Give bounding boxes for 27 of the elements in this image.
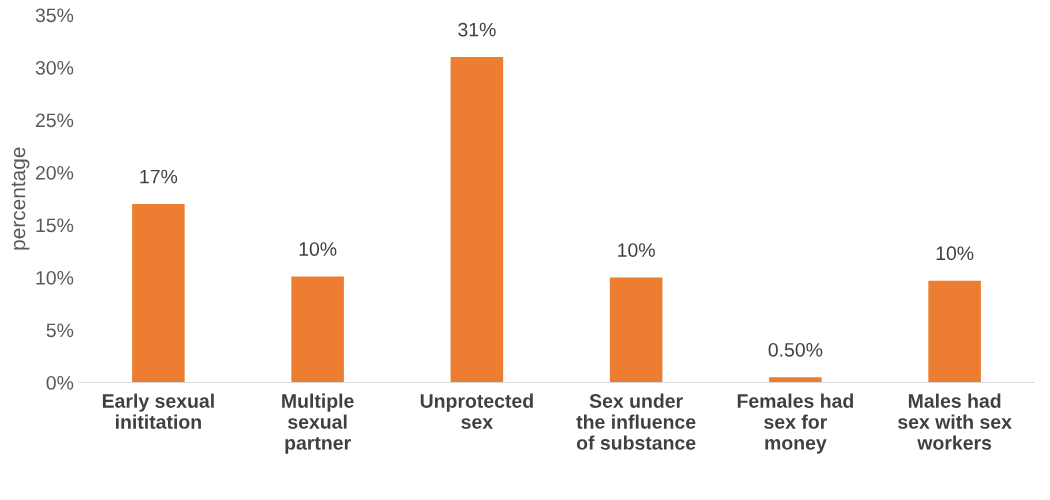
y-tick-label: 10% (36, 270, 74, 285)
y-tick-label: 0% (46, 375, 74, 390)
data-label: 10% (299, 242, 337, 256)
y-tick-label: 30% (35, 60, 74, 75)
y-tick-label: 25% (35, 113, 74, 128)
y-tick-label: 35% (35, 8, 74, 23)
y-tick-label: 20% (35, 165, 74, 180)
bar (291, 276, 344, 383)
x-tick-label: Multiple sexual partner (282, 393, 354, 454)
data-label: 17% (140, 169, 178, 184)
x-tick-label: Early sexual inititation (102, 393, 214, 429)
bar (609, 277, 663, 383)
x-tick-label: Sex under the influence of substance (576, 393, 696, 450)
y-tick-label: 5% (46, 323, 74, 338)
data-label: 10% (618, 243, 655, 257)
x-tick-label: Females had sex for money (737, 393, 853, 454)
x-tick-label: Unprotected sex (420, 393, 533, 429)
y-tick-label: 15% (36, 218, 74, 233)
bar (769, 377, 822, 383)
x-tick-label: Males had sex with sex workers (898, 393, 1012, 450)
bar (450, 57, 504, 383)
data-label: 31% (458, 22, 496, 37)
y-axis-title: percentage (11, 147, 30, 250)
data-label: 10% (936, 246, 974, 261)
data-label: 0.50% (768, 342, 823, 357)
bar (132, 204, 185, 383)
bar (928, 280, 981, 383)
